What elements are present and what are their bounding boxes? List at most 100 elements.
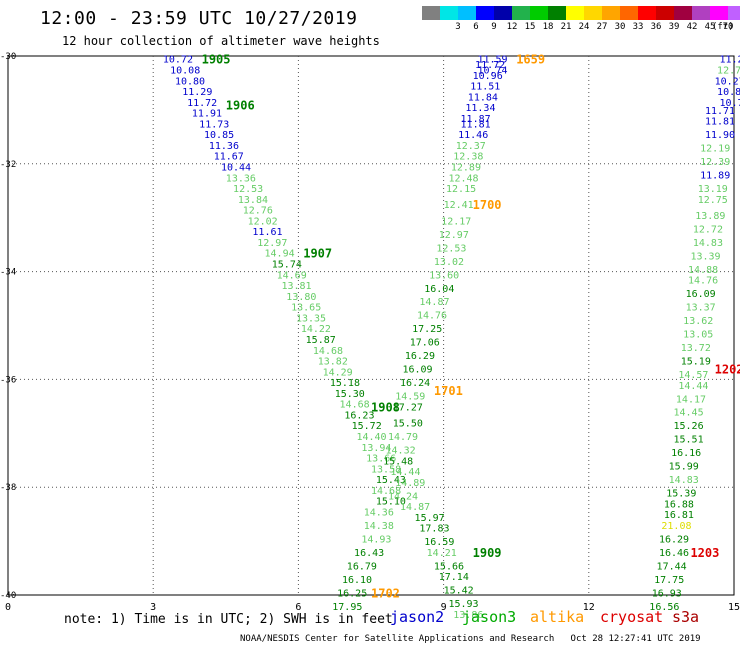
swh-value: 10.96: [473, 71, 503, 82]
note-text: note: 1) Time is in UTC; 2) SWH is in fe…: [64, 612, 393, 627]
swh-value: 12.97: [257, 238, 287, 249]
swh-value: 14.83: [693, 238, 723, 249]
legend-cryosat: cryosat: [600, 608, 664, 626]
x-tick-label: 12: [583, 602, 595, 613]
swh-value: 11.59: [477, 55, 507, 66]
swh-value: 10.08: [170, 65, 200, 76]
swh-value: 13.37: [686, 303, 716, 314]
swh-value: 11.90: [705, 130, 735, 141]
color-swatch: [566, 6, 584, 20]
pass-time-label: 1702: [371, 586, 400, 600]
x-tick-label: 6: [295, 602, 301, 613]
swh-value: 15.10: [376, 497, 406, 508]
swh-value: 14.88: [688, 265, 718, 276]
color-swatch: [422, 6, 440, 20]
swh-value: 16.56: [649, 602, 679, 613]
pass-time-label: 1905: [202, 53, 231, 67]
swh-value: 10.74: [477, 65, 507, 76]
color-scale-tick: 36: [650, 22, 662, 32]
swh-value: 16.24: [400, 378, 430, 389]
swh-value: 16.46: [659, 548, 689, 559]
swh-value: 15.30: [335, 389, 365, 400]
swh-value: 12.89: [451, 162, 481, 173]
swh-value: 15.50: [393, 419, 423, 430]
swh-value: 12.19: [700, 144, 730, 155]
swh-value: 16.23: [344, 410, 374, 421]
legend-altika: altika: [530, 608, 585, 626]
legend-jason3: jason3: [462, 608, 517, 626]
swh-value: 11.81: [461, 119, 491, 130]
swh-value: 11.36: [209, 141, 239, 152]
swh-value: 14.29: [323, 367, 353, 378]
pass-time-label: 1908: [371, 400, 400, 414]
plot-frame: [7, 55, 735, 596]
color-scale-tick: 21: [560, 22, 572, 32]
swh-value: 13.89: [695, 211, 725, 222]
swh-value: 11.46: [458, 130, 488, 141]
swh-value: 12.70: [717, 65, 740, 76]
swh-value: 14.79: [388, 432, 418, 443]
color-scale-tick: 42: [686, 22, 698, 32]
color-swatch: [530, 6, 548, 20]
color-scale-tick: 33: [632, 22, 644, 32]
color-swatch: [494, 6, 512, 20]
x-tick-label: 3: [150, 602, 156, 613]
swh-value: 12.97: [439, 230, 469, 241]
swh-value: 14.68: [340, 400, 370, 411]
swh-value: 11.51: [470, 82, 500, 93]
swh-value: 14.68: [313, 346, 343, 357]
swh-value: 17.25: [412, 324, 442, 335]
swh-value: 15.18: [330, 378, 360, 389]
color-scale-tick: 39: [668, 22, 680, 32]
swh-value: 13.80: [286, 292, 316, 303]
color-swatch: [584, 6, 602, 20]
swh-value: 10.72: [163, 55, 193, 66]
pass-time-label: 1909: [473, 546, 502, 560]
swh-value: 14.24: [388, 491, 418, 502]
pass-time-label: 1659: [516, 53, 545, 67]
color-scale: [422, 6, 740, 20]
swh-value: 14.76: [417, 311, 447, 322]
x-tick-label: 15: [728, 602, 740, 613]
swh-value: 13.05: [683, 330, 713, 341]
swh-value: 14.21: [427, 548, 457, 559]
x-tick-label: 9: [441, 602, 447, 613]
swh-value: 17.75: [654, 575, 684, 586]
color-swatch: [602, 6, 620, 20]
swh-value: 13.82: [318, 357, 348, 368]
swh-value: 10.73: [719, 98, 740, 109]
color-swatch: [656, 6, 674, 20]
swh-value: 11.89: [700, 171, 730, 182]
color-scale-tick: 30: [614, 22, 626, 32]
color-scale-tick: 9: [491, 22, 497, 32]
swh-value: 10.85: [204, 130, 234, 141]
legend-jason2: jason2: [390, 608, 445, 626]
swh-value: 16.25: [337, 588, 367, 599]
swh-value: 15.72: [352, 421, 382, 432]
swh-value: 13.39: [690, 251, 720, 262]
page-title: 12:00 - 23:59 UTC 10/27/2019: [40, 8, 358, 29]
color-swatch: [728, 6, 740, 20]
color-swatch: [620, 6, 638, 20]
swh-value: 12.02: [248, 216, 278, 227]
swh-value: 15.87: [306, 335, 336, 346]
swh-value: 10.44: [221, 162, 251, 173]
swh-value: 11.87: [461, 114, 491, 125]
pass-time-label: 1700: [473, 198, 502, 212]
color-swatch: [440, 6, 458, 20]
color-scale-tick: 18: [542, 22, 554, 32]
swh-value: 13.72: [681, 343, 711, 354]
swh-value: 16.16: [671, 448, 701, 459]
swh-value: 12.53: [436, 243, 466, 254]
swh-value: 12.53: [233, 184, 263, 195]
swh-value: 13.86: [453, 610, 483, 621]
page-subtitle: 12 hour collection of altimeter wave hei…: [62, 34, 380, 48]
swh-value: 16.43: [354, 548, 384, 559]
swh-value: 14.76: [688, 276, 718, 287]
swh-value: 15.74: [272, 260, 302, 271]
swh-value: 12.38: [453, 152, 483, 163]
swh-value: 11.29: [182, 87, 212, 98]
swh-value: 14.22: [301, 324, 331, 335]
pass-time-label: 1907: [303, 247, 332, 261]
